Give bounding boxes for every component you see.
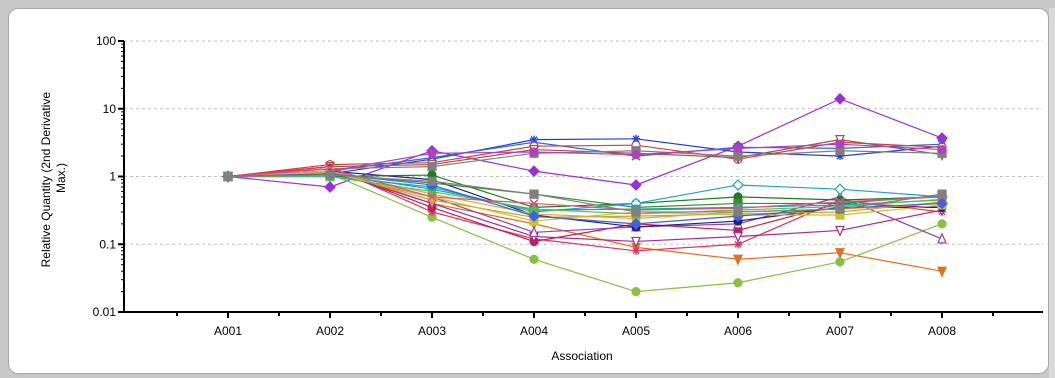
y-axis-title-line-1: Relative Quantity (2nd Derivative [39,92,53,268]
data-point [835,204,845,214]
series-line [227,173,943,211]
series-line [227,168,943,211]
data-point [734,240,742,249]
data-point [528,165,540,177]
data-point [631,236,641,248]
series [222,93,948,297]
data-point [529,225,539,237]
data-point [937,266,947,278]
x-tick-label: A003 [418,324,446,338]
data-point [427,161,437,172]
data-point [733,278,743,288]
data-point [529,189,539,199]
y-tick-label: 0.1 [99,237,116,251]
y-tick-label: 100 [96,34,116,48]
data-point [427,176,437,186]
data-point [834,93,846,105]
x-tick-label: A002 [316,324,344,338]
x-tick-label: A008 [928,324,956,338]
data-point [937,219,947,229]
data-point [530,135,538,144]
data-point [834,183,846,196]
data-point [835,225,845,237]
x-tick-label: A007 [826,324,854,338]
x-tick-label: A005 [622,324,650,338]
data-point [632,246,640,255]
series-line [227,174,943,213]
series-line [228,175,943,213]
x-tick-label: A001 [214,324,242,338]
y-tick-label: 0.01 [93,305,117,319]
data-point [630,179,642,191]
data-point [732,179,744,191]
data-point [631,150,641,160]
data-point [427,192,437,202]
y-axis-title: Relative Quantity (2nd Derivative Max.) [39,89,68,268]
y-tick-label: 1 [109,170,116,184]
x-axis-title: Association [551,349,612,363]
data-point [427,148,437,158]
data-point [937,144,947,155]
data-point [937,189,947,199]
axes [118,40,1043,318]
data-point [528,210,540,222]
grid-lines [124,40,1043,245]
series-line [227,139,943,178]
y-tick-label: 10 [103,102,117,116]
data-point [733,254,743,266]
series-25 [223,170,947,217]
data-point [325,170,335,180]
panel-right-edge [1049,8,1055,378]
data-point [835,139,845,149]
data-point [937,232,947,244]
data-point [835,248,845,260]
series-line [227,170,942,228]
x-tick-label: A004 [520,324,548,338]
data-point [529,198,539,208]
x-tick-label: A006 [724,324,752,338]
data-point [936,197,948,210]
data-point [733,207,743,217]
data-point [733,143,743,153]
data-point [835,257,845,267]
series-line [227,173,943,293]
data-point [630,218,642,230]
data-point [733,151,743,161]
series-line [227,138,943,178]
series-line [227,173,943,240]
data-point [427,185,437,197]
labels: 100 10 1 0.1 0.01 A001 A002 A003 A004 A005 A006 A00… [93,34,957,338]
series-line [228,175,943,215]
data-point [324,181,336,193]
data-point [223,171,233,182]
data-point [733,231,743,244]
data-point [631,207,641,217]
data-point [529,147,539,157]
series-line [227,171,943,222]
series-line [227,143,943,178]
y-axis-title-line-2: Max.) [54,163,68,193]
data-point [529,254,539,264]
data-point [836,152,844,161]
data-point [631,287,641,297]
data-point [632,134,640,143]
